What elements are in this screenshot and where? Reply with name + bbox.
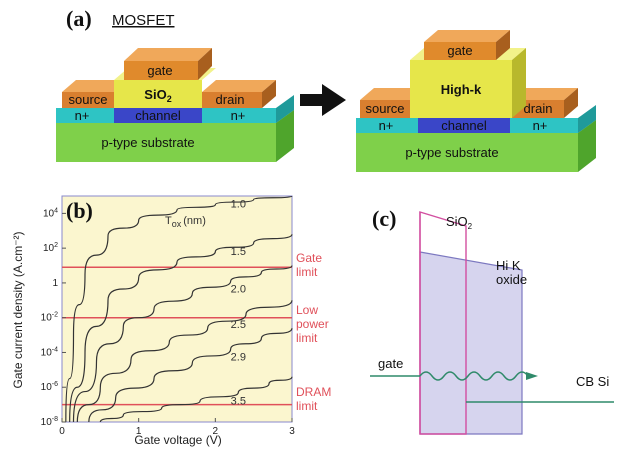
svg-text:limit: limit (296, 265, 318, 279)
gate-limit-label: Gate limit (296, 251, 322, 279)
sio2-oxide (114, 80, 202, 108)
tunneling-arrowhead (526, 372, 538, 380)
x-tick-label: 3 (289, 426, 295, 437)
source-label: source (365, 101, 404, 116)
high-k-oxide (410, 60, 512, 118)
curve-tox-1.5 (69, 234, 293, 423)
substrate-side (276, 110, 294, 162)
x-ticks: 0 1 2 3 (59, 418, 295, 437)
curves (65, 195, 293, 423)
drain-label: drain (524, 101, 553, 116)
sio2-label: SiO2 (144, 87, 171, 104)
curve-tox-2.5 (76, 300, 293, 423)
x-tick-label: 2 (213, 426, 219, 437)
nplus-left-label: n+ (379, 118, 394, 133)
tunneling-wave (419, 371, 529, 381)
channel-label: channel (441, 118, 487, 133)
channel (418, 118, 510, 133)
hik-label-1: Hi K (496, 258, 521, 273)
y-tick-label: 10-6 (41, 381, 58, 393)
curve-label-2.9: 2.9 (231, 351, 246, 363)
channel (114, 108, 202, 123)
x-tick-label: 0 (59, 426, 65, 437)
curve-label-1.0: 1.0 (231, 198, 246, 210)
mosfet-silicon-dioxide: p-type substrate n+ channel n+ source dr… (56, 48, 294, 162)
drain-block (202, 92, 262, 108)
sio2-label: SiO2 (446, 214, 473, 231)
substrate-label: p-type substrate (101, 135, 194, 150)
low-power-limit-label: Low power limit (296, 303, 329, 345)
svg-text:power: power (296, 317, 329, 331)
svg-text:limit: limit (296, 399, 318, 413)
y-tick-label: 102 (43, 242, 58, 254)
y-tick-label: 104 (43, 207, 58, 219)
panel-a: (a) MOSFET p-type substrate n+ channel n… (56, 6, 596, 172)
panel-a-title: MOSFET (112, 12, 175, 29)
dram-limit-label: DRAM limit (296, 385, 331, 413)
x-axis-label: Gate voltage (V) (134, 433, 221, 447)
mosfet-high-k: p-type substrate n+ channel n+ source dr… (356, 30, 596, 172)
curve-label-1.5: 1.5 (231, 246, 246, 258)
y-tick-label: 10-4 (41, 346, 58, 358)
gate-label: gate (447, 43, 472, 58)
nplus-right-label: n+ (231, 108, 246, 123)
channel-label: channel (135, 108, 181, 123)
panel-c: (c) SiO2 Hi K oxide gate CB Si (370, 206, 614, 435)
y-tick-label: 10-2 (41, 312, 58, 324)
gate-label: gate (147, 63, 172, 78)
nplus-left-label: n+ (75, 108, 90, 123)
svg-text:DRAM: DRAM (296, 385, 331, 399)
curve-tox-1.0 (65, 195, 293, 423)
curve-label-2.5: 2.5 (231, 319, 246, 331)
curve-tox-3.5 (99, 376, 293, 423)
y-tick-label: 1 (52, 278, 58, 289)
svg-text:Gate: Gate (296, 251, 322, 265)
curve-label-3.5: 3.5 (231, 396, 246, 408)
curve-tox-2.0 (72, 265, 293, 423)
substrate (356, 133, 578, 172)
legend-title: Tox (nm) (165, 215, 206, 229)
source-label: source (68, 92, 107, 107)
substrate (56, 123, 276, 162)
drain-label: drain (216, 92, 245, 107)
curve-tox-2.9 (88, 328, 293, 423)
curve-labels: 1.0 1.5 2.0 2.5 2.9 3.5 (231, 198, 246, 407)
source-block (360, 100, 410, 118)
cb-si-label: CB Si (576, 374, 609, 389)
y-ticks: 104 102 1 10-2 10-4 10-6 10-8 (41, 207, 66, 428)
svg-text:Low: Low (296, 303, 318, 317)
gate-block (124, 61, 198, 80)
panel-a-label: (a) (66, 6, 92, 31)
curve-label-2.0: 2.0 (231, 283, 246, 295)
x-tick-label: 1 (136, 426, 142, 437)
panel-c-label: (c) (372, 206, 396, 231)
substrate-label: p-type substrate (405, 145, 498, 160)
gate-label: gate (378, 356, 403, 371)
svg-text:limit: limit (296, 331, 318, 345)
y-axis-label: Gate current density (A.cm⁻²) (11, 231, 25, 388)
high-k-label: High-k (441, 82, 482, 97)
hik-label-2: oxide (496, 272, 527, 287)
transition-arrow (300, 84, 346, 116)
panel-b: (b) 1.01.52.02.52.93.5 104102110-210-410… (11, 195, 331, 447)
gate-block (424, 42, 496, 60)
nplus-right-label: n+ (533, 118, 548, 133)
source-block (62, 92, 114, 108)
panel-b-label: (b) (66, 198, 93, 223)
y-tick-label: 10-8 (41, 416, 58, 428)
